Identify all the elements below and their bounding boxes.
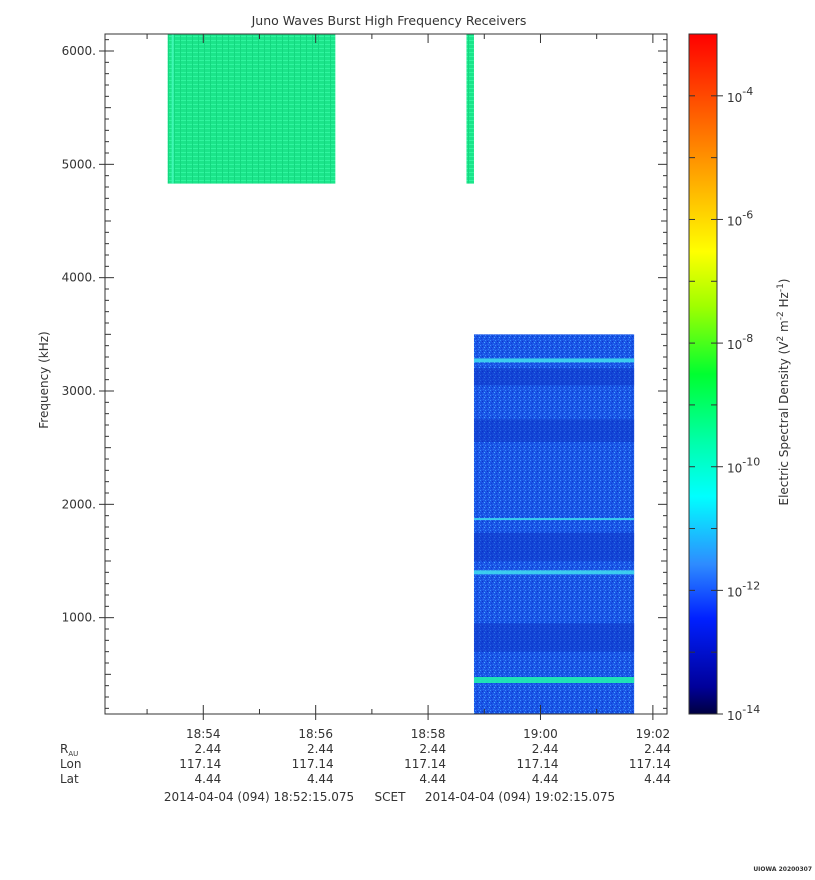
y-tick-label: 5000. [62, 157, 96, 171]
plot-area: 1000.2000.3000.4000.5000.6000. 18:54 18:5… [62, 33, 671, 741]
colorbar-label: Electric Spectral Density (V2 m-2 Hz-1) [776, 278, 791, 505]
ephemeris-value: 4.44 [307, 772, 334, 786]
ephemeris-value: 4.44 [532, 772, 559, 786]
plot-frame [104, 33, 668, 715]
emission-line [473, 570, 635, 575]
colorbar: 10-14 10-12 10-10 10-8 10-6 10-4 Electric Spe… [688, 33, 791, 723]
ephemeris-value: 2.44 [195, 742, 222, 756]
ephemeris-value: 117.14 [516, 757, 558, 771]
ephemeris-value: 2.44 [532, 742, 559, 756]
y-axis-label: Frequency (kHz) [37, 331, 51, 428]
time-range-end: 2014-04-04 (094) 19:02:15.075 [425, 790, 615, 804]
spectrogram-block-high-band-2 [466, 34, 474, 184]
ephemeris-value: 117.14 [404, 757, 446, 771]
x-tick-label: 19:02 [636, 727, 671, 741]
ephemeris-table: RAU 2.44 2.44 2.44 2.44 2.44 Lon 117.14 117.14 11… [60, 742, 671, 786]
colorbar-tick-exponent: -8 [742, 332, 753, 345]
x-tick-label: 18:58 [411, 727, 446, 741]
x-tick-label: 18:54 [186, 727, 221, 741]
time-range-label: SCET [375, 790, 407, 804]
y-tick-label: 3000. [62, 384, 96, 398]
ephemeris-value: 2.44 [307, 742, 334, 756]
time-range: 2014-04-04 (094) 18:52:15.075 SCET 2014-… [164, 790, 615, 804]
ephemeris-value: 117.14 [292, 757, 334, 771]
colorbar-tick-exponent: -14 [742, 703, 760, 716]
colorbar-tick-label: 10-10 [727, 456, 760, 476]
colorbar-tick-exponent: -12 [742, 579, 760, 592]
colorbar-tick-label: 10-8 [727, 332, 753, 352]
spectrogram-dark-band [473, 623, 635, 652]
spectrogram-block-high-band-1 [167, 34, 336, 184]
colorbar-tick-label: 10-4 [727, 85, 753, 105]
credit-text: UIOWA 20200307 [753, 866, 812, 873]
y-tick-label: 6000. [62, 44, 96, 58]
x-tick-label: 18:56 [298, 727, 333, 741]
emission-line [473, 677, 635, 683]
time-range-start: 2014-04-04 (094) 18:52:15.075 [164, 790, 354, 804]
ephemeris-value: 4.44 [419, 772, 446, 786]
ephemeris-value: 4.44 [644, 772, 671, 786]
ephemeris-value: 4.44 [195, 772, 222, 786]
y-axis: 1000. 2000. 3000. 4000. 5000. 6000. [62, 39, 667, 709]
colorbar-tick-label: 10-14 [727, 703, 760, 723]
ephemeris-row-label: Lon [60, 757, 81, 771]
ephemeris-value: 2.44 [419, 742, 446, 756]
ephemeris-value: 2.44 [644, 742, 671, 756]
data-blocks [167, 34, 635, 714]
ephemeris-value: 117.14 [179, 757, 221, 771]
colorbar-tick-exponent: -10 [742, 456, 760, 469]
y-tick-label: 2000. [62, 497, 96, 511]
colorbar-tick-label: 10-12 [727, 579, 760, 599]
spectrogram-dark-band [473, 419, 635, 442]
emission-line [473, 518, 635, 521]
colorbar-tick-label: 10-6 [727, 208, 753, 228]
ephemeris-row-label: Lat [60, 772, 79, 786]
chart-title: Juno Waves Burst High Frequency Receiver… [251, 13, 527, 28]
colorbar-tick-exponent: -4 [742, 85, 753, 98]
emission-line [473, 358, 635, 363]
spectrogram-block-low-band [473, 334, 635, 714]
spectrogram-stripe [171, 34, 174, 184]
y-tick-label: 4000. [62, 271, 96, 285]
x-tick-label: 19:00 [523, 727, 558, 741]
ephemeris-row-subscript: AU [68, 750, 78, 758]
ephemeris-value: 117.14 [629, 757, 671, 771]
spectrogram-dark-band [473, 532, 635, 561]
y-tick-label: 1000. [62, 611, 96, 625]
ephemeris-row-label: RAU [60, 742, 78, 758]
x-axis: 18:54 18:56 18:58 19:00 19:02 [146, 34, 671, 741]
spectrogram-dark-band [473, 368, 635, 386]
colorbar-tick-exponent: -6 [742, 208, 753, 221]
colorbar-gradient [688, 33, 718, 715]
